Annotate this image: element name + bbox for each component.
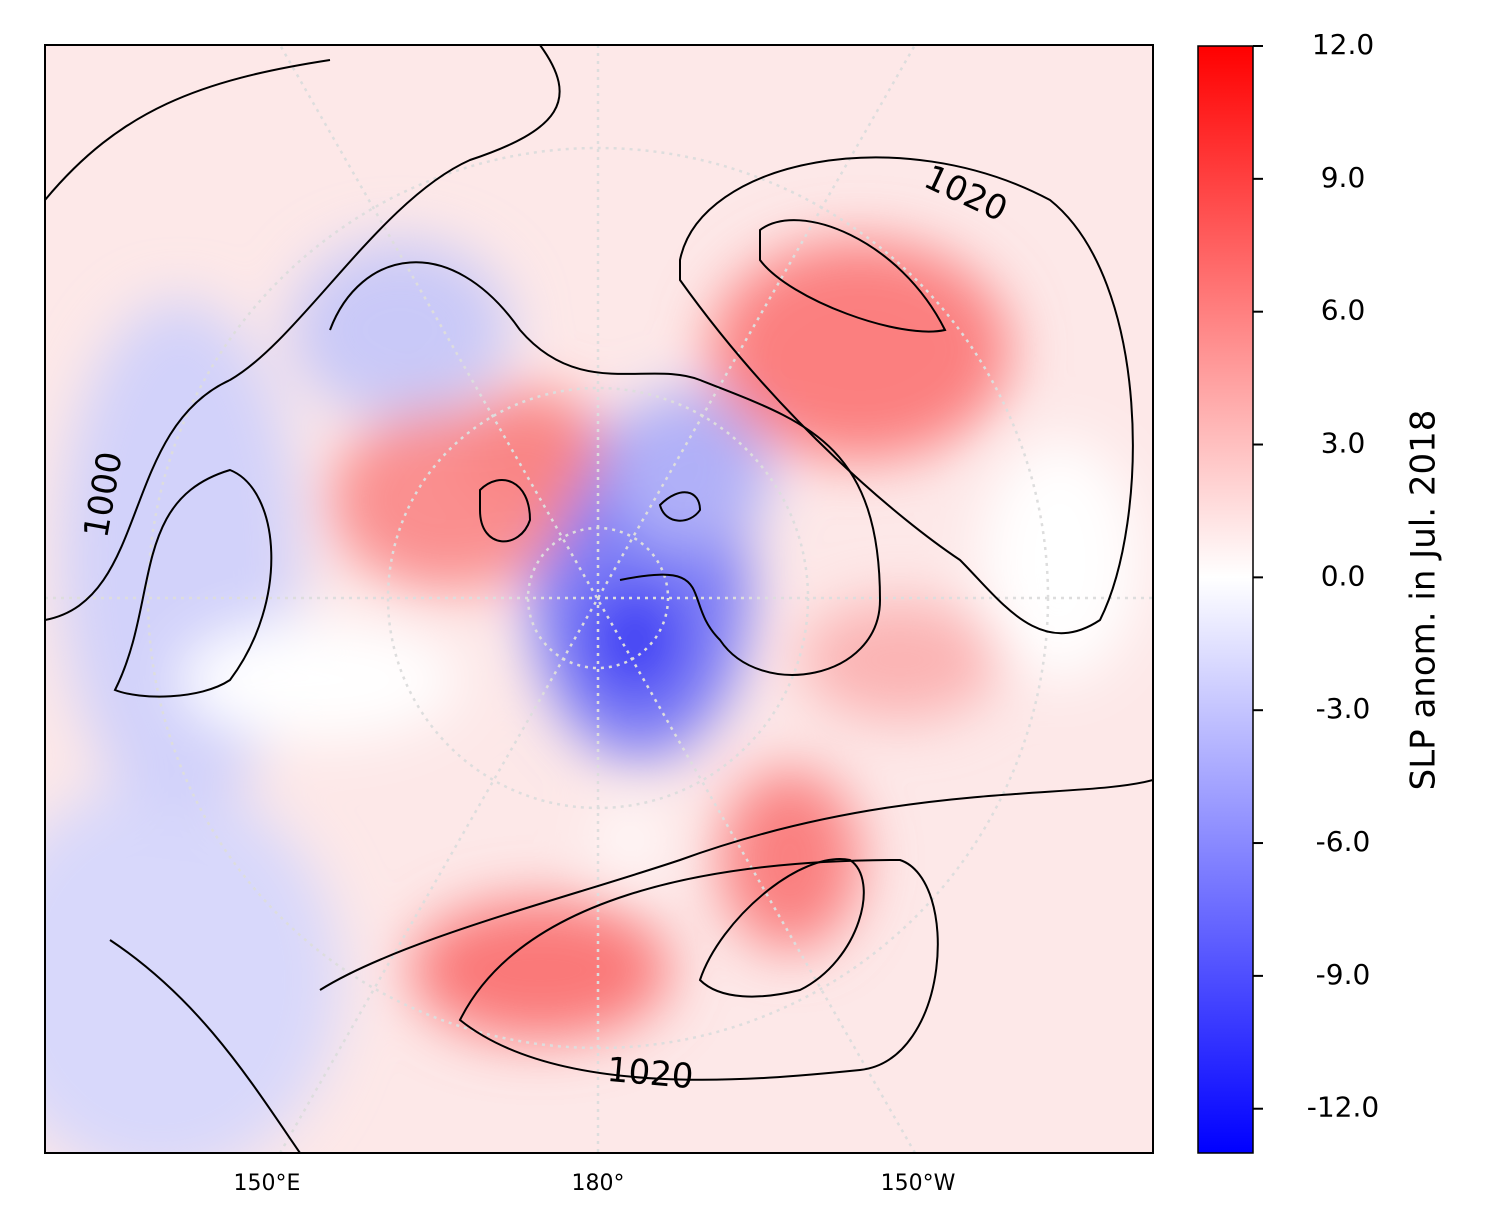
- colorbar-tick-label: -3.0: [1316, 692, 1371, 725]
- colorbar-tick-label: 9.0: [1321, 161, 1366, 194]
- anomaly-shading: [45, 240, 1140, 1153]
- colorbar-tick-label: 3.0: [1321, 427, 1366, 460]
- colorbar-tick-label: 0.0: [1321, 559, 1366, 592]
- colorbar-tick-label: -6.0: [1316, 825, 1371, 858]
- map-frame: [44, 44, 1154, 1154]
- x-tick-label: 150°E: [234, 1171, 301, 1196]
- contours: [45, 45, 1153, 1153]
- colorbar-tick-label: -9.0: [1316, 958, 1371, 991]
- graticule: [45, 45, 1153, 1153]
- colorbar-label: SLP anom. in Jul. 2018: [1404, 410, 1444, 791]
- colorbar-tick-label: 12.0: [1312, 28, 1374, 61]
- x-tick-label: 150°W: [881, 1171, 956, 1196]
- x-tick-label: 180°: [572, 1171, 625, 1196]
- colorbar: [1197, 45, 1254, 1154]
- colorbar-tick-label: 6.0: [1321, 294, 1366, 327]
- map: 1020 1000 1020: [45, 45, 1153, 1153]
- contour-label: 1020: [605, 1050, 695, 1097]
- colorbar-tick-label: -12.0: [1307, 1091, 1379, 1124]
